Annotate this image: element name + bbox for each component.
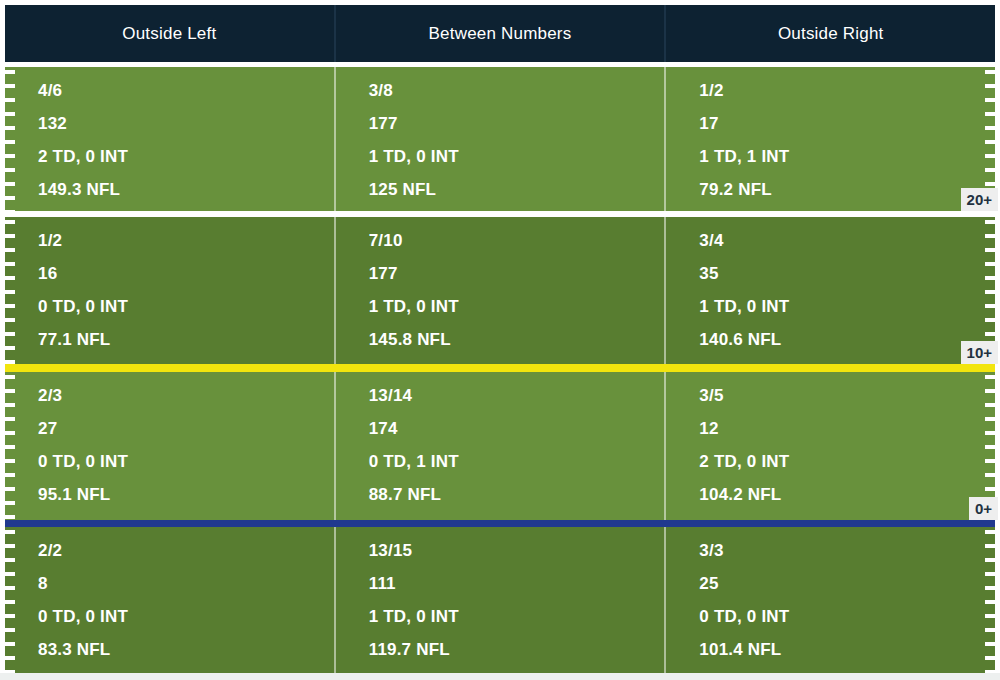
depth-badge-10plus: 10+ bbox=[961, 341, 998, 364]
depth-badge-20plus: 20+ bbox=[961, 188, 998, 211]
td-int-value: 1 TD, 0 INT bbox=[699, 290, 995, 323]
yards-value: 132 bbox=[38, 107, 334, 140]
comp-att-value: 4/6 bbox=[38, 74, 334, 107]
comp-att-value: 2/2 bbox=[38, 534, 334, 567]
rating-value: 83.3 NFL bbox=[38, 633, 334, 666]
yards-value: 12 bbox=[699, 412, 995, 445]
rating-value: 101.4 NFL bbox=[699, 633, 995, 666]
td-int-value: 1 TD, 1 INT bbox=[699, 140, 995, 173]
yards-value: 111 bbox=[369, 567, 665, 600]
comp-att-value: 13/15 bbox=[369, 534, 665, 567]
td-int-value: 1 TD, 0 INT bbox=[369, 290, 665, 323]
td-int-value: 1 TD, 0 INT bbox=[369, 140, 665, 173]
column-header-outside-right: Outside Right bbox=[664, 5, 995, 62]
comp-att-value: 7/10 bbox=[369, 224, 665, 257]
zone-cell: 13/15 111 1 TD, 0 INT 119.7 NFL bbox=[334, 527, 665, 673]
comp-att-value: 1/2 bbox=[38, 224, 334, 257]
zone-cell: 7/10 177 1 TD, 0 INT 145.8 NFL bbox=[334, 217, 665, 364]
zone-cell: 2/2 8 0 TD, 0 INT 83.3 NFL bbox=[5, 527, 334, 673]
yards-value: 177 bbox=[369, 107, 665, 140]
depth-badge-0plus: 0+ bbox=[969, 497, 998, 520]
zone-cell: 3/3 25 0 TD, 0 INT 101.4 NFL bbox=[664, 527, 995, 673]
yards-value: 17 bbox=[699, 107, 995, 140]
comp-att-value: 3/4 bbox=[699, 224, 995, 257]
yards-value: 16 bbox=[38, 257, 334, 290]
passing-zone-field-chart: 4/6 132 2 TD, 0 INT 149.3 NFL 3/8 177 1 … bbox=[2, 67, 998, 673]
rating-value: 77.1 NFL bbox=[38, 323, 334, 356]
zone-row-0plus: 2/3 27 0 TD, 0 INT 95.1 NFL 13/14 174 0 … bbox=[5, 372, 995, 520]
zone-cell: 1/2 17 1 TD, 1 INT 79.2 NFL bbox=[664, 67, 995, 211]
comp-att-value: 2/3 bbox=[38, 379, 334, 412]
td-int-value: 0 TD, 0 INT bbox=[699, 600, 995, 633]
zone-cell: 3/4 35 1 TD, 0 INT 140.6 NFL bbox=[664, 217, 995, 364]
bottom-margin-strip bbox=[0, 673, 1000, 680]
column-header-bar: Outside Left Between Numbers Outside Rig… bbox=[5, 5, 995, 62]
comp-att-value: 3/5 bbox=[699, 379, 995, 412]
column-header-between-numbers: Between Numbers bbox=[334, 5, 665, 62]
comp-att-value: 13/14 bbox=[369, 379, 665, 412]
column-header-outside-left: Outside Left bbox=[5, 5, 334, 62]
td-int-value: 0 TD, 0 INT bbox=[38, 445, 334, 478]
td-int-value: 2 TD, 0 INT bbox=[699, 445, 995, 478]
yards-value: 35 bbox=[699, 257, 995, 290]
td-int-value: 0 TD, 1 INT bbox=[369, 445, 665, 478]
zone-cell: 3/8 177 1 TD, 0 INT 125 NFL bbox=[334, 67, 665, 211]
yards-value: 177 bbox=[369, 257, 665, 290]
yards-value: 174 bbox=[369, 412, 665, 445]
rating-value: 149.3 NFL bbox=[38, 173, 334, 206]
rating-value: 95.1 NFL bbox=[38, 478, 334, 511]
td-int-value: 2 TD, 0 INT bbox=[38, 140, 334, 173]
comp-att-value: 3/3 bbox=[699, 534, 995, 567]
rating-value: 145.8 NFL bbox=[369, 323, 665, 356]
comp-att-value: 3/8 bbox=[369, 74, 665, 107]
zone-cell: 13/14 174 0 TD, 1 INT 88.7 NFL bbox=[334, 372, 665, 520]
rating-value: 125 NFL bbox=[369, 173, 665, 206]
comp-att-value: 1/2 bbox=[699, 74, 995, 107]
zone-row-20plus: 4/6 132 2 TD, 0 INT 149.3 NFL 3/8 177 1 … bbox=[5, 67, 995, 211]
rating-value: 104.2 NFL bbox=[699, 478, 995, 511]
rating-value: 88.7 NFL bbox=[369, 478, 665, 511]
td-int-value: 1 TD, 0 INT bbox=[369, 600, 665, 633]
yards-value: 25 bbox=[699, 567, 995, 600]
yards-value: 27 bbox=[38, 412, 334, 445]
rating-value: 119.7 NFL bbox=[369, 633, 665, 666]
zone-cell: 1/2 16 0 TD, 0 INT 77.1 NFL bbox=[5, 217, 334, 364]
line-of-scrimmage-blue bbox=[5, 520, 995, 527]
zone-cell: 3/5 12 2 TD, 0 INT 104.2 NFL bbox=[664, 372, 995, 520]
zone-row-10plus: 1/2 16 0 TD, 0 INT 77.1 NFL 7/10 177 1 T… bbox=[5, 217, 995, 364]
zone-cell: 2/3 27 0 TD, 0 INT 95.1 NFL bbox=[5, 372, 334, 520]
rating-value: 140.6 NFL bbox=[699, 323, 995, 356]
zone-cell: 4/6 132 2 TD, 0 INT 149.3 NFL bbox=[5, 67, 334, 211]
first-down-line-yellow bbox=[5, 364, 995, 372]
zone-row-behind-los: 2/2 8 0 TD, 0 INT 83.3 NFL 13/15 111 1 T… bbox=[5, 527, 995, 673]
td-int-value: 0 TD, 0 INT bbox=[38, 290, 334, 323]
td-int-value: 0 TD, 0 INT bbox=[38, 600, 334, 633]
yards-value: 8 bbox=[38, 567, 334, 600]
rating-value: 79.2 NFL bbox=[699, 173, 995, 206]
